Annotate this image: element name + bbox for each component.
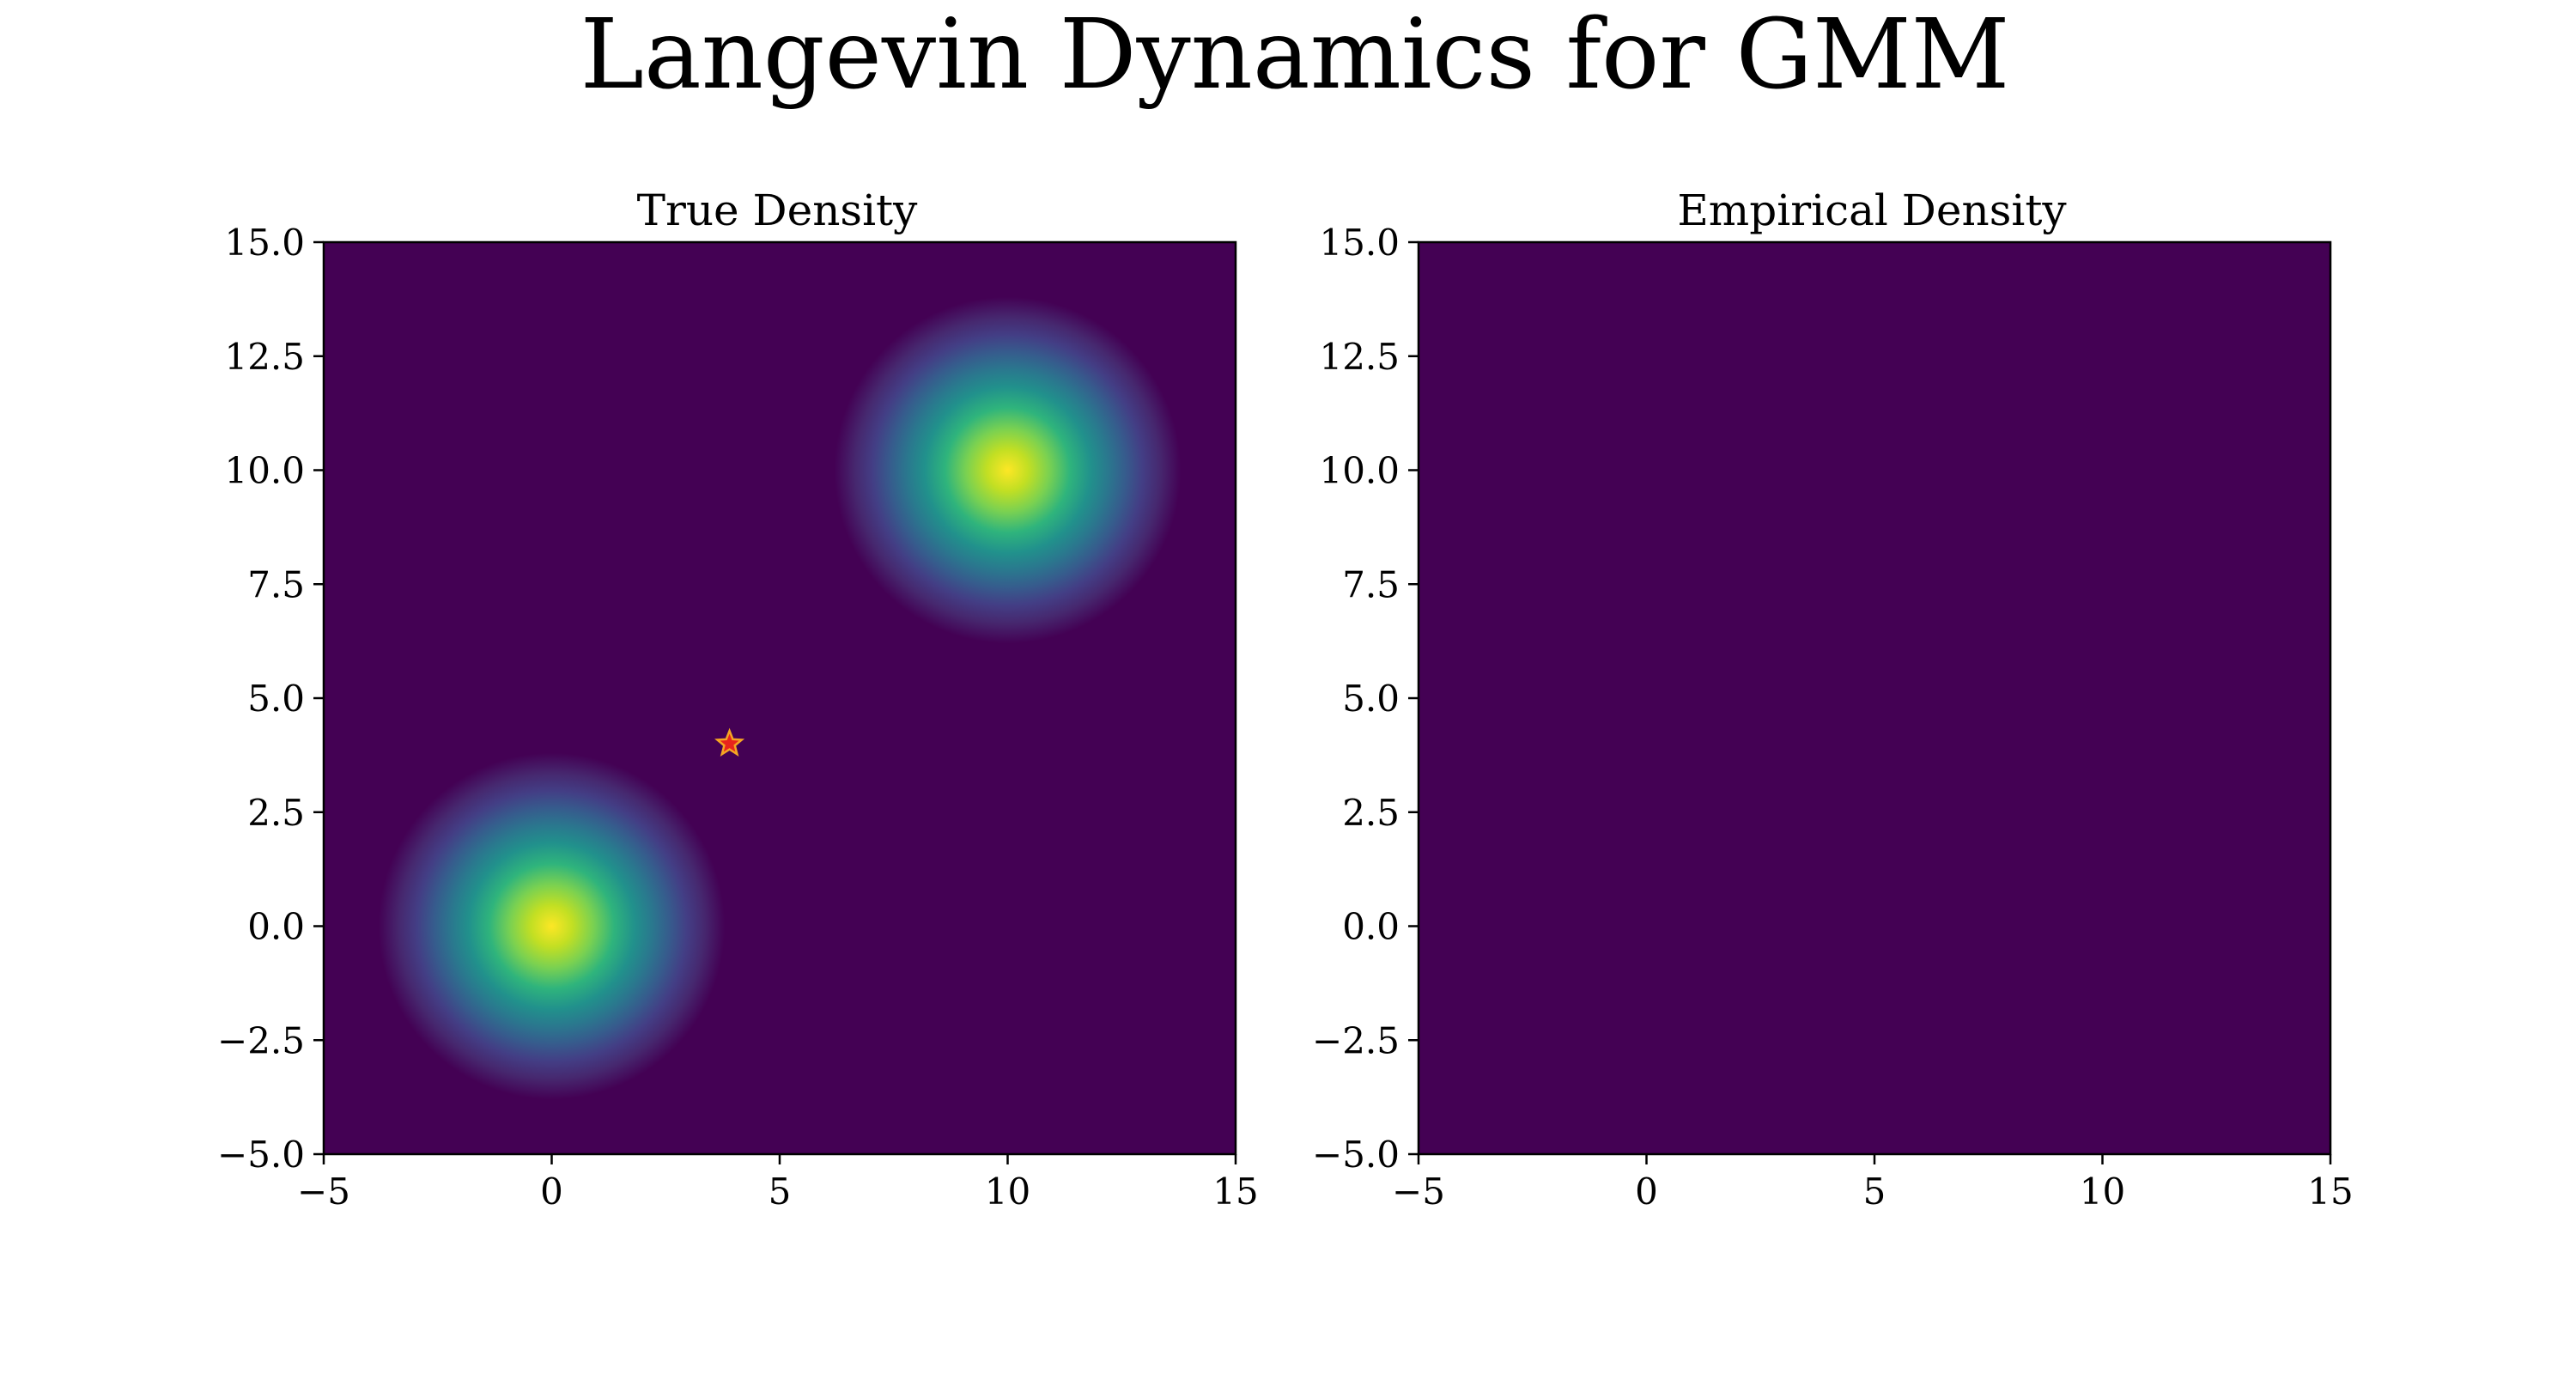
y-tick-label: −5.0 [1312,1134,1400,1176]
y-tick-label: 5.0 [247,678,305,720]
y-tick-label: 7.5 [1342,563,1400,605]
gaussian-component-2 [834,296,1182,644]
figure-title: Langevin Dynamics for GMM [580,0,2010,111]
y-tick-label: −2.5 [1312,1019,1400,1061]
y-tick-label: 10.0 [1319,450,1400,492]
y-tick-label: 5.0 [1342,678,1400,720]
current-sample-marker [714,727,745,757]
x-tick-label: 5 [769,1170,792,1213]
y-tick-label: −2.5 [217,1019,305,1061]
x-tick-label: 0 [1635,1170,1658,1213]
y-tick-label: 2.5 [247,792,305,834]
empirical-density-y-ticks: −5.0 −2.5 0.0 2.5 5.0 7.5 10.0 12.5 15.0 [1312,222,1419,1176]
y-tick-label: 0.0 [247,906,305,948]
star-marker [714,727,745,757]
y-tick-label: 12.5 [224,336,305,378]
true-density-y-ticks: −5.0 −2.5 0.0 2.5 5.0 7.5 10.0 12.5 15.0 [217,222,324,1176]
x-tick-label: 5 [1863,1170,1886,1213]
true-density-title: True Density [637,185,919,235]
gaussian-component-1 [378,752,726,1100]
y-tick-label: 15.0 [1319,222,1400,264]
y-tick-label: 10.0 [224,450,305,492]
y-tick-label: 2.5 [1342,792,1400,834]
x-tick-label: 10 [985,1170,1030,1213]
x-tick-label: 15 [1212,1170,1258,1213]
y-tick-label: 12.5 [1319,336,1400,378]
empirical-density-background [1419,242,2330,1154]
x-tick-label: 10 [2080,1170,2125,1213]
x-tick-label: −5 [1392,1170,1445,1213]
x-tick-label: 0 [540,1170,563,1213]
empirical-density-axes: Empirical Density −5 0 5 10 15 −5.0 −2.5 0.0 2.… [1312,185,2354,1213]
x-tick-label: −5 [297,1170,350,1213]
y-tick-label: −5.0 [217,1134,305,1176]
y-tick-label: 0.0 [1342,906,1400,948]
true-density-x-ticks: −5 0 5 10 15 [297,1154,1259,1213]
y-tick-label: 7.5 [247,563,305,605]
x-tick-label: 15 [2307,1170,2353,1213]
true-density-heatmap [378,296,1182,1100]
true-density-axes: True Density −5 0 5 10 15 −5.0 −2.5 0.0 2.5 5.0 7… [217,185,1259,1213]
empirical-density-x-ticks: −5 0 5 10 15 [1392,1154,2354,1213]
y-tick-label: 15.0 [224,222,305,264]
empirical-density-title: Empirical Density [1677,185,2067,235]
